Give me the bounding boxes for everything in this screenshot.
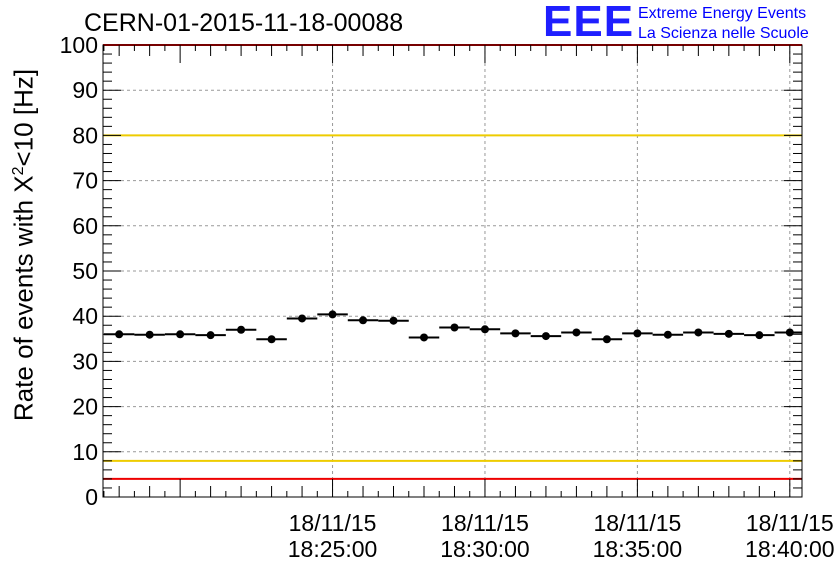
data-point — [176, 330, 185, 339]
data-point — [755, 331, 764, 340]
data-point — [237, 325, 246, 334]
data-point — [115, 330, 124, 339]
data-point — [785, 328, 794, 337]
data-point — [663, 330, 672, 339]
y-tick-label: 10 — [72, 439, 98, 465]
y-axis-title-sup: 2 — [9, 166, 27, 176]
y-tick-label: 90 — [72, 77, 98, 103]
data-point — [602, 335, 611, 344]
data-point — [450, 323, 459, 332]
y-tick-label: 50 — [72, 258, 98, 284]
x-tick-label-time: 18:35:00 — [593, 536, 683, 562]
run-title: CERN-01-2015-11-18-00088 — [84, 9, 404, 37]
tick-labels: 010203040506070809010018/11/1518:25:0018… — [60, 32, 835, 562]
y-tick-label: 20 — [72, 394, 98, 420]
data-point — [480, 325, 489, 334]
eee-logo-mark: EEE — [543, 0, 635, 46]
data-point — [694, 328, 703, 337]
data-point — [267, 335, 276, 344]
y-axis-title: Rate of events with X2<10 [Hz] — [9, 69, 40, 421]
y-axis-title-prefix: Rate of events with X — [8, 175, 39, 422]
x-tick-label-date: 18/11/15 — [593, 510, 681, 536]
data-point — [572, 328, 581, 337]
y-tick-label: 40 — [72, 303, 98, 329]
x-tick-label-time: 18:30:00 — [440, 536, 530, 562]
x-tick-label-date: 18/11/15 — [441, 510, 529, 536]
y-tick-label: 0 — [85, 484, 98, 510]
data-point — [389, 316, 398, 325]
y-tick-label: 30 — [72, 348, 98, 374]
data-point — [328, 310, 337, 319]
axis-ticks — [103, 44, 802, 498]
y-axis-title-suffix: <10 [Hz] — [8, 68, 39, 167]
data-point — [633, 329, 642, 338]
x-tick-label-date: 18/11/15 — [289, 510, 377, 536]
data-point — [145, 330, 154, 339]
data-point — [206, 331, 215, 340]
y-tick-label: 70 — [72, 168, 98, 194]
data-point — [724, 329, 733, 338]
logo-line-1: Extreme Energy Events — [638, 5, 807, 22]
reference-lines — [103, 44, 802, 480]
x-tick-label-date: 18/11/15 — [746, 510, 834, 536]
x-tick-label-time: 18:25:00 — [288, 536, 378, 562]
y-tick-label: 80 — [72, 122, 98, 148]
y-tick-label: 100 — [60, 32, 98, 58]
data-point — [541, 332, 550, 341]
y-tick-label: 60 — [72, 213, 98, 239]
data-series — [103, 310, 802, 344]
x-tick-label-time: 18:40:00 — [745, 536, 835, 562]
eee-logo: EEE Extreme Energy Events La Scienza nel… — [543, 0, 833, 46]
data-point — [419, 333, 428, 342]
logo-line-2: La Scienza nelle Scuole — [638, 25, 809, 42]
data-point — [298, 314, 307, 323]
data-point — [359, 316, 368, 325]
grid-lines — [103, 45, 802, 497]
data-point — [511, 329, 520, 338]
